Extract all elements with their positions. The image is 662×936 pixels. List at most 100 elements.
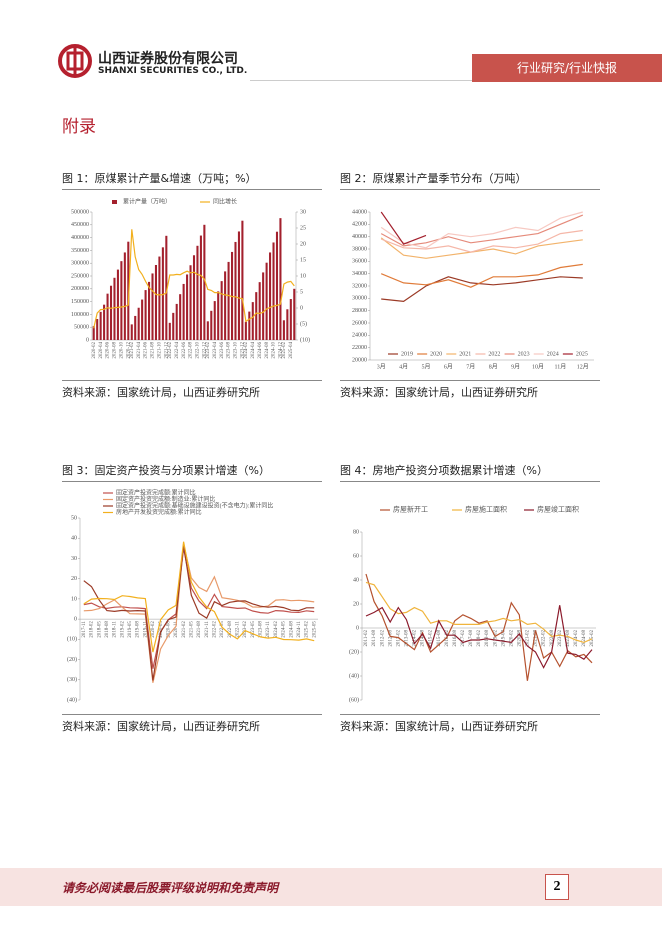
x-tick-label: 8月	[489, 363, 498, 370]
y-tick-label: 350000	[71, 248, 89, 254]
x-tick-label: 2016-02	[445, 630, 450, 647]
x-tick-label: 3月	[377, 363, 386, 370]
y-tick-label: 250000	[71, 273, 89, 279]
x-tick-label: 2023-11	[266, 621, 271, 638]
x-tick-label: 2024-12	[279, 342, 284, 359]
x-tick-label: 2024-02	[574, 630, 579, 647]
bar	[293, 288, 296, 340]
figure-caption: 图 1：原煤累计产量&增速（万吨；%）	[62, 170, 322, 190]
x-tick-label: 2020-12	[126, 342, 131, 359]
figure-caption: 图 2：原煤累计产量季节分布（万吨）	[340, 170, 600, 190]
x-tick-label: 2024-02	[244, 342, 249, 359]
x-tick-label: 2024-02	[274, 621, 279, 638]
x-tick-label: 2022-08	[550, 630, 555, 647]
x-tick-label: 2021-08	[534, 630, 539, 647]
x-tick-label: 2021-02	[182, 621, 187, 638]
x-tick-label: 2016-08	[453, 630, 458, 647]
y-tick-label: 80	[353, 529, 359, 535]
y-tick-label: 30	[71, 556, 77, 562]
x-tick-label: 2023-02	[206, 342, 211, 359]
x-tick-label: 2024-08	[265, 342, 270, 359]
x-tick-label: 2022-02	[212, 621, 217, 638]
line	[380, 211, 583, 249]
x-tick-label: 2014-02	[413, 630, 418, 647]
bar	[179, 294, 182, 340]
x-tick-label: 2024-11	[297, 621, 302, 638]
chart: 20000 22000 24000 26000 28000 30000 32000 34000…	[352, 209, 594, 370]
y-tick-label: 40	[71, 536, 77, 542]
y-tick-label: 60	[353, 553, 359, 559]
x-tick-label: 2021-12	[164, 342, 169, 359]
y-tick-label: 30000	[352, 296, 367, 302]
x-tick-label: 2018-08	[105, 621, 110, 638]
x-tick-label: 2024-05	[282, 621, 287, 638]
x-tick-label: 2019-02	[120, 621, 125, 638]
y2-tick-label: 0	[300, 305, 303, 311]
y-tick-label: 40	[353, 577, 359, 583]
x-tick-label: 4月	[399, 363, 408, 370]
y-tick-label: 26000	[352, 320, 367, 326]
line	[83, 545, 315, 681]
line	[380, 237, 583, 259]
x-tick-label: 2019-08	[501, 630, 506, 647]
y-tick-label: 50	[71, 515, 77, 521]
y-tick-label: 500000	[71, 209, 89, 215]
y-tick-label: 450000	[71, 222, 89, 228]
y-tick-label: 40000	[352, 234, 367, 240]
x-tick-label: 2020-10	[120, 342, 125, 359]
bar	[123, 252, 126, 340]
y2-tick-label: (5)	[300, 320, 307, 327]
y2-tick-label: 10	[300, 273, 306, 279]
bar	[272, 242, 275, 340]
x-tick-label: 2024-10	[272, 342, 277, 359]
line	[93, 229, 295, 329]
legend-label: 房屋新开工	[393, 505, 428, 514]
x-tick-label: 2015-02	[429, 630, 434, 647]
bar	[120, 261, 123, 340]
y-tick-label: (60)	[349, 696, 359, 703]
bar	[172, 312, 175, 340]
bar	[161, 247, 164, 340]
bar	[289, 299, 292, 340]
y-tick-label: 44000	[352, 209, 367, 215]
y-tick-label: 20	[71, 576, 77, 582]
x-tick-label: 2023-08	[566, 630, 571, 647]
bar	[286, 309, 289, 340]
line	[381, 276, 583, 303]
x-tick-label: 2021-02	[130, 342, 135, 359]
x-tick-label: 2018-08	[485, 630, 490, 647]
bar	[265, 262, 268, 340]
y-tick-label: 24000	[352, 333, 367, 339]
bar	[282, 320, 285, 340]
x-tick-label: 2022-10	[196, 342, 201, 359]
x-tick-label: 2021-05	[189, 621, 194, 638]
bar	[248, 311, 251, 340]
y-tick-label: 0	[86, 337, 89, 343]
bar	[279, 218, 282, 340]
y-tick-label: (30)	[67, 676, 77, 683]
legend-swatch	[112, 200, 117, 204]
y-tick-label: 150000	[71, 299, 89, 305]
chart: 0 50000 100000 150000 200000 250000 300000 3500…	[71, 197, 310, 359]
bar	[227, 261, 230, 340]
bar	[269, 252, 272, 340]
x-tick-label: 2021-11	[205, 621, 210, 638]
y-tick-label: (40)	[67, 696, 77, 703]
x-tick-label: 2021-06	[144, 342, 149, 359]
line	[83, 541, 315, 653]
bar	[151, 273, 154, 340]
x-tick-label: 2020-11	[174, 621, 179, 638]
x-tick-label: 2021-10	[158, 342, 163, 359]
line	[380, 211, 427, 245]
bar	[237, 231, 240, 340]
company-cn: 山西证券股份有限公司	[98, 51, 238, 67]
x-tick-label: 2021-08	[197, 621, 202, 638]
x-tick-label: 2020-08	[113, 342, 118, 359]
x-tick-label: 2022-02	[168, 342, 173, 359]
y-tick-label: 300000	[71, 261, 89, 267]
legend-label: 2019	[401, 351, 413, 357]
legend-label: 2020	[430, 351, 442, 357]
x-tick-label: 2013-08	[405, 630, 410, 647]
bar	[109, 285, 113, 340]
